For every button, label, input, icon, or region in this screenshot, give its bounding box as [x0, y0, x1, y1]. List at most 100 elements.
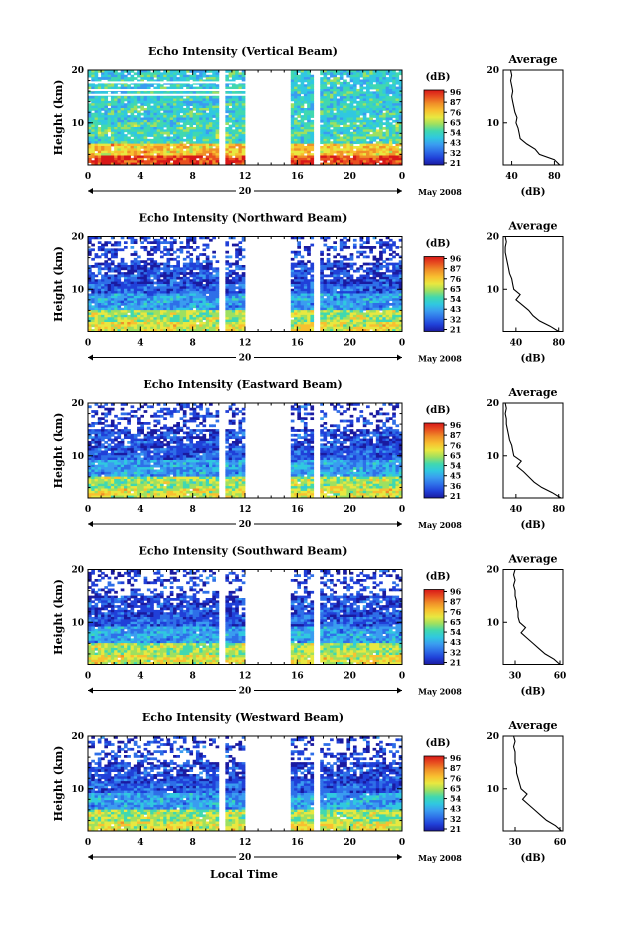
heatmap-cell [320, 298, 324, 302]
heatmap-cell [303, 127, 308, 130]
heatmap-cell [173, 305, 177, 309]
heatmap-cell [209, 143, 213, 147]
heatmap-cell [300, 255, 305, 259]
heatmap-cell [375, 272, 380, 275]
heatmap-cell [212, 255, 216, 259]
heatmap-cell [241, 136, 246, 140]
heatmap-cell [395, 79, 400, 83]
heatmap-cell [205, 98, 210, 102]
heatmap-cell [159, 119, 164, 123]
heatmap-cell [343, 72, 347, 76]
heatmap-cell [176, 272, 180, 275]
heatmap-cell [110, 110, 115, 114]
heatmap-cell [91, 155, 95, 159]
heatmap-cell [241, 112, 246, 116]
heatmap-cell [330, 112, 334, 116]
heatmap-cell [199, 98, 203, 102]
heatmap-cell [137, 288, 141, 292]
heatmap-cell [366, 157, 370, 161]
heatmap-cell [143, 103, 148, 107]
heatmap-cell [146, 300, 151, 304]
heatmap-cell [195, 146, 200, 149]
heatmap-cell [356, 131, 360, 135]
heatmap-cell [195, 279, 200, 283]
heatmap-cell [320, 162, 324, 165]
heatmap-cell [97, 127, 102, 130]
heatmap-cell [150, 281, 154, 285]
heatmap-cell [186, 279, 190, 283]
heatmap-cell [297, 100, 302, 104]
heatmap-cell [88, 105, 92, 109]
heatmap-cell [343, 119, 347, 123]
heatmap-cell [186, 84, 190, 88]
heatmap-cell [395, 267, 400, 271]
heatmap-cell [336, 91, 341, 95]
heatmap-cell [382, 276, 387, 280]
heatmap-cell [349, 110, 354, 114]
heatmap-cell [153, 150, 158, 154]
heatmap-cell [163, 284, 167, 287]
heatmap-cell [303, 72, 308, 76]
heatmap-cell [199, 138, 203, 142]
heatmap-cell [375, 305, 380, 309]
heatmap-cell [307, 279, 311, 283]
heatmap-cell [110, 86, 115, 90]
heatmap-cell [395, 262, 400, 266]
heatmap-cell [300, 288, 305, 292]
heatmap-cell [343, 108, 347, 111]
heatmap-cell [366, 110, 370, 114]
heatmap-cell [173, 115, 177, 118]
heatmap-cell [199, 134, 203, 137]
heatmap-cell [339, 77, 344, 80]
heatmap-cell [362, 298, 367, 302]
heatmap-cell [143, 281, 148, 285]
heatmap-cell [359, 150, 364, 154]
heatmap-cell [182, 265, 187, 268]
heatmap-cell [307, 150, 311, 154]
heatmap-cell [130, 293, 135, 297]
heatmap-cell [195, 265, 200, 268]
heatmap-cell [290, 310, 295, 313]
heatmap-cell [130, 253, 135, 256]
heatmap-cell [159, 160, 164, 164]
heatmap-cell [372, 115, 377, 118]
heatmap-cell [241, 298, 246, 302]
heatmap-cell [290, 105, 295, 109]
heatmap-cell [120, 141, 125, 145]
heatmap-cell [117, 288, 122, 292]
heatmap-cell [225, 241, 230, 245]
heatmap-cell [159, 307, 164, 311]
heatmap-cell [91, 117, 95, 121]
heatmap-cell [241, 103, 246, 107]
heatmap-cell [117, 279, 122, 283]
heatmap-cell [159, 96, 164, 99]
heatmap-cell [241, 138, 246, 142]
heatmap-cell [163, 98, 167, 102]
heatmap-cell [352, 136, 357, 140]
heatmap-cell [379, 77, 383, 80]
heatmap-cell [362, 93, 367, 97]
heatmap-cell [395, 110, 400, 114]
heatmap-cell [94, 291, 99, 294]
heatmap-cell [290, 298, 295, 302]
heatmap-cell [323, 103, 328, 107]
heatmap-cell [395, 279, 400, 283]
heatmap-cell [241, 105, 246, 109]
heatmap-cell [195, 276, 200, 280]
heatmap-cell [359, 236, 364, 240]
heatmap-cell [101, 246, 105, 249]
heatmap-cell [241, 134, 246, 137]
heatmap-cell [290, 127, 295, 130]
heatmap-cell [127, 295, 131, 299]
heatmap-cell [235, 248, 239, 252]
heatmap-cell [395, 103, 400, 107]
heatmap-cell [362, 115, 367, 118]
heatmap-cell [88, 138, 92, 142]
heatmap-cell [359, 291, 364, 294]
heatmap-cell [91, 96, 95, 99]
heatmap-cell [388, 70, 393, 73]
heatmap-cell [176, 303, 180, 306]
heatmap-cell [320, 265, 324, 268]
heatmap-cell [209, 150, 213, 154]
heatmap-cell [379, 100, 383, 104]
